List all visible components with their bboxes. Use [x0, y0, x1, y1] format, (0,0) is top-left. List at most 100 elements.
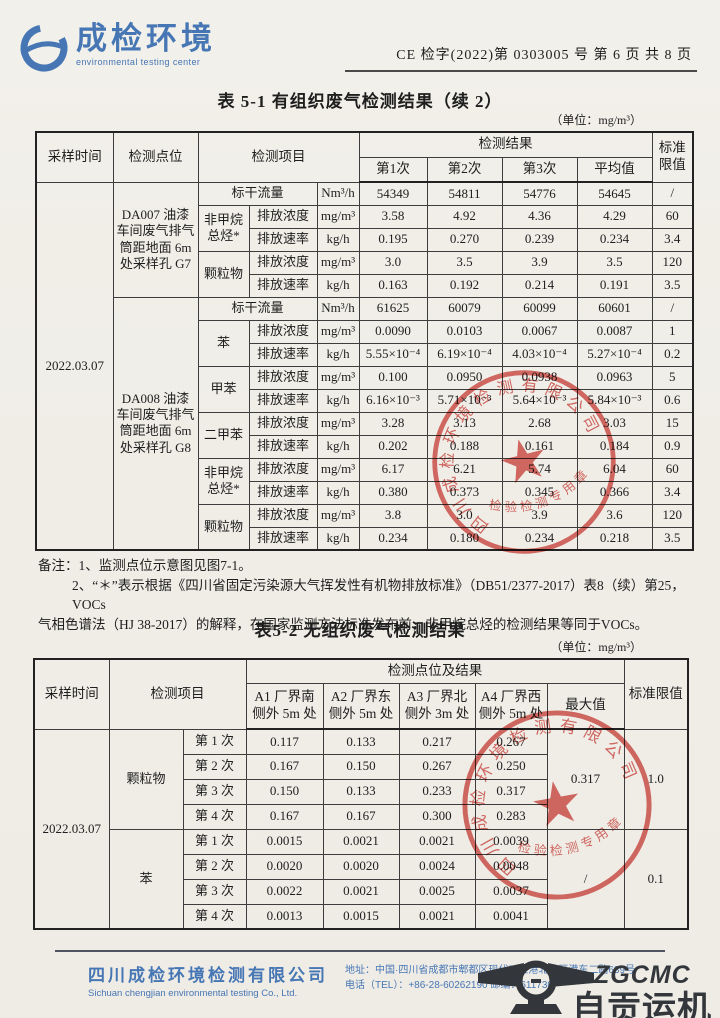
table-row: 二甲苯 排放浓度 mg/m³ 3.28 3.13 2.68 3.03 15 — [36, 411, 694, 459]
unit-cell: mg/m³ — [316, 204, 360, 229]
round-label: 第 1 次 — [182, 828, 247, 855]
cell: 4.36 — [501, 204, 578, 229]
limit-cell: 5 — [651, 365, 694, 390]
cell: 60601 — [576, 296, 653, 321]
limit-cell: 0.1 — [623, 828, 689, 930]
cell: 0.0021 — [398, 903, 476, 930]
company-seal-stamp: ★ 四川成检环境检测有限公司 检验检测专用章 — [455, 702, 655, 900]
cell: 0.0087 — [576, 319, 653, 344]
table-row: 第 2 次 0.167 0.150 0.267 0.250 — [34, 753, 688, 780]
sample-time-cell: 2022.03.07 — [33, 728, 110, 930]
col-header-result: 检测结果 — [358, 131, 653, 158]
cell: 0.150 — [245, 778, 324, 805]
table-row: 第1次 第2次 第3次 平均值 — [36, 156, 693, 183]
cell: 5.55×10⁻⁴ — [358, 342, 428, 367]
table-row: 第 4 次 0.0013 0.0015 0.0021 0.0041 — [34, 903, 688, 930]
table-row: 排放速率 kg/h 6.16×10⁻³ 5.71×10⁻³ 5.64×10⁻³ … — [36, 388, 694, 413]
cell: 0.250 — [474, 753, 548, 780]
hoist-emblem-icon — [478, 960, 594, 1014]
limit-cell: 60 — [651, 204, 694, 229]
row-label-rate: 排放速率 — [248, 388, 318, 413]
limit-cell: 1 — [651, 319, 694, 344]
cell: 0.0020 — [322, 853, 400, 880]
cell: 54776 — [501, 181, 578, 206]
cell: 0.267 — [398, 753, 476, 780]
cell: 5.27×10⁻⁴ — [576, 342, 653, 367]
remarks-block: 备注：1、监测点位示意图见图7-1。 2、“＊”表示根据《四川省固定污染源大气挥… — [38, 556, 690, 634]
brand-name-en: ZGCMC — [594, 961, 691, 989]
table-row: 2022.03.07 DA007 油漆车间废气排气筒距地面 6m 处采样孔 G7… — [35, 181, 694, 551]
cell: 3.5 — [576, 250, 653, 275]
cell: 0.150 — [322, 753, 400, 780]
unit-cell: kg/h — [316, 526, 360, 551]
col-header-limit: 标准限值 — [651, 131, 694, 183]
footer-company-block: 四川成检环境检测有限公司 Sichuan chengjian environme… — [88, 961, 328, 999]
cell: 0.133 — [322, 778, 400, 805]
col-header-run1: 第1次 — [358, 156, 428, 183]
table1-title: 表 5-1 有组织废气检测结果（续 2） — [217, 92, 503, 111]
logo-e-icon — [20, 24, 68, 72]
cell: 4.29 — [576, 204, 653, 229]
table-row: 第 3 次 0.150 0.133 0.233 0.317 — [34, 778, 688, 805]
unit-cell: kg/h — [316, 227, 360, 252]
cell: 0.217 — [398, 728, 476, 755]
seal-star-icon: ★ — [491, 425, 556, 499]
cell: 0.0022 — [245, 878, 324, 905]
brand-watermark: ZGCMC 自贡运机 — [476, 953, 716, 1018]
row-label-rate: 排放速率 — [248, 434, 318, 459]
cell: 3.5 — [426, 250, 503, 275]
cell: 6.21 — [426, 457, 503, 482]
col-header-limit: 标准限值 — [623, 658, 689, 730]
row-label-rate: 排放速率 — [248, 480, 318, 505]
cell: 3.28 — [358, 411, 428, 436]
col-header-result: 检测点位及结果 — [245, 658, 625, 684]
row-label-benzene: 苯 — [197, 319, 250, 367]
col-header-point: 检测点位 — [112, 131, 199, 183]
cell: 0.0067 — [501, 319, 578, 344]
round-label: 第 1 次 — [182, 728, 247, 755]
row-label-conc: 排放浓度 — [248, 457, 318, 482]
cell: 0.283 — [474, 803, 548, 830]
table-row: 排放速率 kg/h 5.55×10⁻⁴ 6.19×10⁻⁴ 4.03×10⁻⁴ … — [36, 342, 694, 367]
row-label-pm: 颗粒物 — [108, 728, 184, 830]
cell: 3.9 — [501, 503, 578, 528]
cell: 0.0015 — [245, 828, 324, 855]
round-label: 第 3 次 — [182, 878, 247, 905]
cell: 0.167 — [245, 753, 324, 780]
col-header-time: 采样时间 — [33, 658, 110, 730]
unit-cell: mg/m³ — [316, 319, 360, 344]
cell: 0.366 — [576, 480, 653, 505]
col-header-max: 最大值 — [546, 682, 625, 730]
unit-cell: kg/h — [316, 388, 360, 413]
seal-star-icon: ★ — [525, 767, 589, 841]
cell: 3.03 — [576, 411, 653, 436]
row-label-conc: 排放浓度 — [248, 204, 318, 229]
limit-cell: 0.9 — [651, 434, 694, 459]
cell: 3.58 — [358, 204, 428, 229]
row-label-rate: 排放速率 — [248, 273, 318, 298]
cell: 0.270 — [426, 227, 503, 252]
cell: 54645 — [576, 181, 653, 206]
unit-cell: Nm³/h — [316, 181, 360, 206]
cell: 0.0025 — [398, 878, 476, 905]
unit-cell: mg/m³ — [316, 250, 360, 275]
cell: 0.192 — [426, 273, 503, 298]
cell: 0.380 — [358, 480, 428, 505]
row-label-conc: 排放浓度 — [248, 365, 318, 390]
table-row: 采样时间 检测项目 检测点位及结果 标准限值 — [33, 658, 689, 730]
cell: 6.17 — [358, 457, 428, 482]
row-label-xylene: 二甲苯 — [197, 411, 250, 459]
round-label: 第 4 次 — [182, 903, 247, 930]
unit-cell: Nm³/h — [316, 296, 360, 321]
cell: 0.191 — [576, 273, 653, 298]
col-header-avg: 平均值 — [576, 156, 653, 183]
cell: 6.16×10⁻³ — [358, 388, 428, 413]
round-label: 第 4 次 — [182, 803, 247, 830]
row-label-pm: 颗粒物 — [197, 503, 250, 551]
point-da008-cell: DA008 油漆车间废气排气筒距地面 6m 处采样孔 G8 — [112, 296, 199, 551]
unit-cell: kg/h — [316, 480, 360, 505]
row-label-conc: 排放浓度 — [248, 319, 318, 344]
table-row: 甲苯 排放浓度 mg/m³ 0.100 0.0950 0.0938 0.0963… — [36, 365, 694, 413]
table-row: 颗粒物 排放浓度 mg/m³ 3.8 3.0 3.9 3.6 120 — [36, 503, 694, 551]
limit-cell: 0.2 — [651, 342, 694, 367]
